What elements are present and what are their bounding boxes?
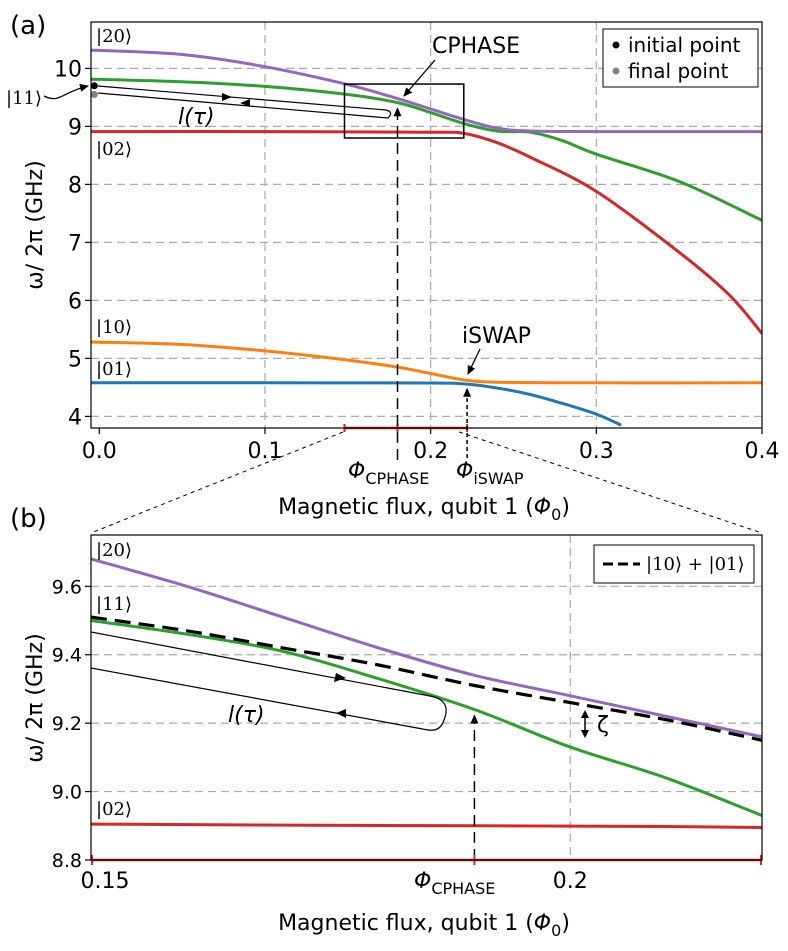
legend-final-label: final point: [628, 59, 729, 83]
ticklabelb-x-0.15: 0.15: [81, 869, 130, 894]
ticklabel-y-10: 10: [54, 57, 82, 82]
series-b-line-2: [91, 615, 762, 742]
panel-b-zeta-label: ζ: [597, 713, 609, 738]
panel-b-ket-11: |11⟩: [96, 594, 132, 615]
panel-a-ylabel: ω/ 2π (GHz): [23, 160, 48, 289]
panel-b-path-label: l(τ): [228, 703, 265, 728]
zeta-arrow-up: [581, 710, 589, 718]
panel-b-path-arrow-right: [334, 673, 346, 682]
panel-a-ket-10: |10⟩: [96, 317, 132, 338]
ticklabelb-y-9.6: 9.6: [52, 576, 82, 598]
panel-b-zeta-arrow: [581, 710, 589, 738]
series-b-line-3: [91, 822, 762, 829]
panel-b-label: (b): [10, 504, 47, 534]
ticklabel-y-6: 6: [68, 289, 82, 314]
panel-a-ticks: 0.0 0.1 0.2 0.3 0.4 4 5 6 7 8 9 10: [54, 57, 780, 464]
panel-b-ket-20: |20⟩: [96, 540, 132, 561]
panel-a-label: (a): [10, 11, 46, 41]
ticklabelb-y-9.0: 9.0: [52, 782, 82, 804]
panel-a-cphase-leader-arrow: [403, 59, 436, 97]
panel-a-path-arrow-right: [222, 93, 232, 101]
series-a-line-4: [91, 381, 622, 427]
ticklabel-y-4: 4: [68, 405, 82, 430]
panel-a-cphase-label: CPHASE: [432, 34, 520, 59]
panel-b-ylabel: ω/ 2π (GHz): [23, 633, 48, 762]
panel-a-phi-iswap: ΦiSWAP: [456, 459, 524, 488]
panel-b-series: [91, 557, 762, 829]
panel-b-legend: |10⟩ + |01⟩: [593, 544, 755, 584]
legend-initial-label: initial point: [628, 33, 741, 57]
ticklabelb-y-9.4: 9.4: [52, 645, 82, 667]
panel-a-legend: initial point final point: [602, 28, 759, 88]
ticklabelb-y-9.2: 9.2: [52, 713, 82, 735]
panel-a-ket-02: |02⟩: [96, 139, 132, 160]
panel-a-ket11-leader-arrow: [43, 83, 89, 100]
ticklabel-x-0.1: 0.1: [247, 439, 282, 464]
panel-b-path-arrow-left: [336, 709, 346, 718]
ticklabelb-x-0.2: 0.2: [553, 869, 588, 894]
panel-a-phi-cphase: ΦCPHASE: [348, 459, 429, 488]
panel-a-grid: [91, 22, 762, 428]
panel-b-path-curve: [90, 631, 447, 731]
panel-a-frame: [90, 21, 763, 429]
panel-b-ticks: 0.15 0.2 8.8 9.0 9.2 9.4 9.6: [52, 576, 588, 894]
ticklabel-x-0.3: 0.3: [579, 439, 614, 464]
legend-superposition-label: |10⟩ + |01⟩: [646, 554, 745, 575]
panel-b-xlabel: Magnetic flux, qubit 1 (Φ0): [278, 911, 570, 940]
ticklabel-y-9: 9: [68, 115, 82, 140]
panel-a-path-label: l(τ): [178, 105, 215, 130]
panel-b-grid: [91, 535, 762, 860]
panel-a-ket-20: |20⟩: [96, 26, 132, 47]
panel-b-phi-cphase: ΦCPHASE: [414, 869, 495, 898]
panel-a-path-curve: [97, 85, 392, 119]
panel-a-xlabel: Magnetic flux, qubit 1 (Φ0): [278, 495, 570, 524]
ticklabel-x-0.4: 0.4: [745, 439, 780, 464]
panel-a-iswap-label: iSWAP: [462, 324, 531, 349]
panel-a-iswap-leader-arrow: [467, 348, 481, 375]
panel-a-ket-11: |11⟩: [6, 88, 42, 109]
ticklabel-x-0.2: 0.2: [413, 439, 448, 464]
panel-b-ket-02: |02⟩: [96, 799, 132, 820]
series-a-line-3: [91, 340, 762, 385]
panel-a-markers: [90, 82, 98, 98]
zoom-connector-right: [458, 431, 763, 534]
zeta-arrow-down: [581, 730, 589, 738]
panel-a-ket-01: |01⟩: [96, 359, 132, 380]
series-b-line-1: [91, 619, 762, 817]
marker-initial: [90, 82, 98, 90]
marker-final: [90, 91, 98, 98]
ticklabel-x-0.0: 0.0: [82, 439, 117, 464]
series-a-line-0: [91, 48, 762, 134]
legend-final-marker: [612, 67, 620, 75]
ticklabel-y-5: 5: [68, 347, 82, 372]
panel-a-series: [91, 48, 762, 427]
zoom-connector-left: [90, 431, 344, 534]
series-a-line-2: [91, 130, 762, 335]
ticklabel-y-8: 8: [68, 173, 82, 198]
panel-b-frame: [90, 534, 763, 861]
panel-a-legend-box: [602, 28, 759, 88]
ticklabelb-y-8.8: 8.8: [52, 850, 82, 872]
legend-initial-marker: [612, 41, 620, 49]
series-b-line-0: [91, 557, 762, 739]
ticklabel-y-7: 7: [68, 231, 82, 256]
panel-a-inset-box: [343, 83, 465, 139]
series-a-line-1: [91, 77, 762, 222]
panel-a-path-arrow-left: [240, 99, 250, 107]
